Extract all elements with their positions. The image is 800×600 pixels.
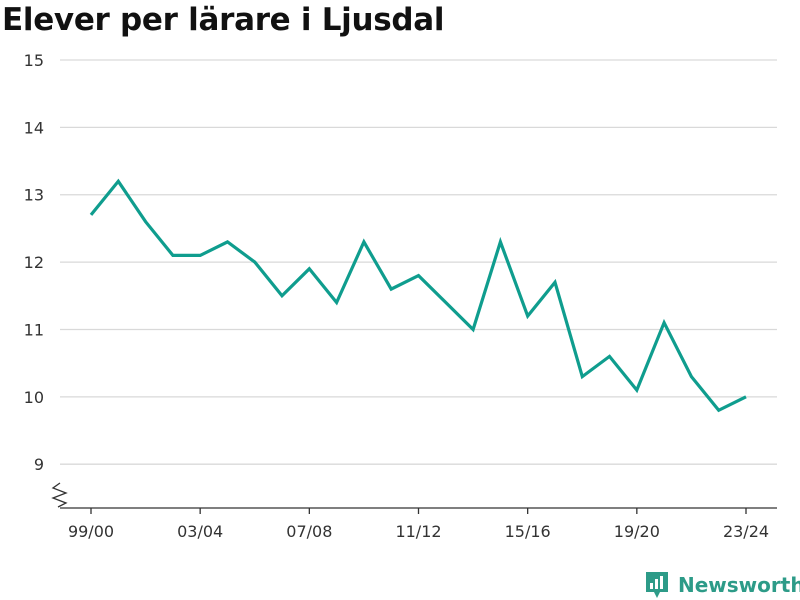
axis-break-icon	[51, 482, 68, 508]
x-tick-label: 19/20	[614, 522, 660, 541]
y-tick-label: 13	[24, 186, 44, 205]
chart-title: Elever per lärare i Ljusdal	[2, 2, 445, 38]
x-axis: 99/00 03/04 07/08 11/12 15/16 19/20 23/24	[51, 482, 777, 541]
x-tick-label: 99/00	[68, 522, 114, 541]
newsworthy-brand: Newsworthy	[644, 570, 800, 600]
y-tick-label: 12	[24, 253, 44, 272]
x-tick-label: 11/12	[395, 522, 441, 541]
series-layer	[89, 178, 747, 413]
y-tick-label: 14	[24, 118, 44, 137]
gridlines	[60, 59, 777, 465]
x-tick-label: 15/16	[505, 522, 551, 541]
x-tick-label: 03/04	[177, 522, 223, 541]
y-tick-label: 11	[24, 320, 44, 339]
brand-name: Newsworthy	[678, 573, 800, 597]
x-tick-label: 23/24	[723, 522, 769, 541]
y-axis-ticks: 9 10 11 12 13 14 15	[24, 51, 44, 474]
y-tick-label: 10	[24, 388, 44, 407]
series-line	[89, 178, 747, 413]
y-tick-label: 15	[24, 51, 44, 70]
y-tick-label: 9	[34, 455, 44, 474]
x-tick-label: 07/08	[286, 522, 332, 541]
newsworthy-logo-icon	[646, 572, 668, 598]
